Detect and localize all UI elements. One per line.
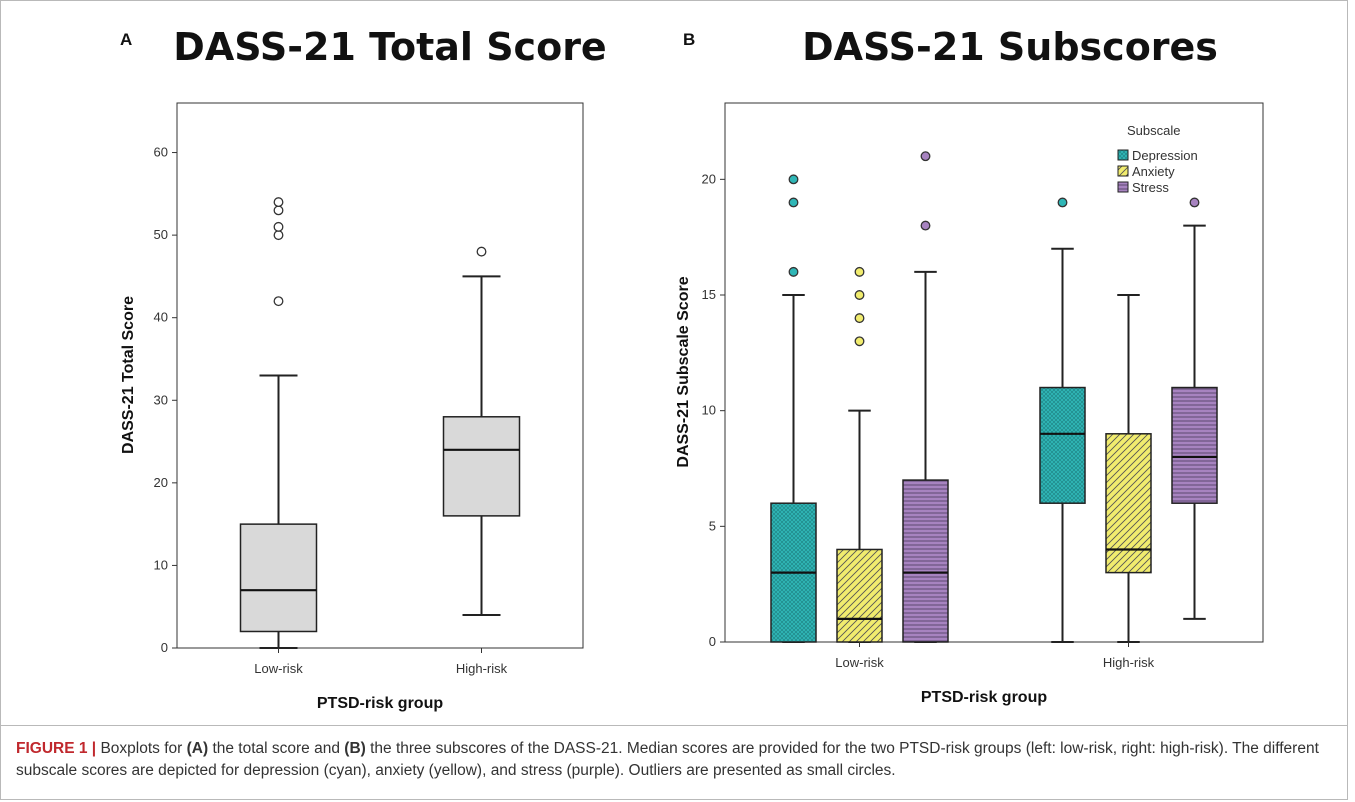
plot-b-high-risk-x-tick-label: High-risk [1103,655,1155,670]
legend-swatch-anxiety [1117,165,1129,177]
legend-swatch-depression [1117,149,1129,161]
panel-a-letter: A [120,30,132,49]
plot-a-y-tick-label: 0 [161,640,168,655]
legend-label-anxiety: Anxiety [1132,164,1175,179]
plot-b-depression-low-risk-outlier-2 [788,174,799,185]
plot-a-low-risk-x-tick-label: Low-risk [254,661,303,676]
plot-a-x-axis-label: PTSD-risk group [317,695,443,712]
caption-figure-label: FIGURE 1 | [16,740,97,757]
plot-a: 0 10 20 30 40 50 60 Low-risk High-risk [154,145,521,676]
plot-b-stress-low-risk-box [902,479,949,643]
caption-bold-b: (B) [344,740,366,757]
plot-b-y-axis-label: DASS-21 Subscale Score [675,276,692,467]
figure: A DASS-21 Total Score B DASS-21 Subscore… [120,25,1264,712]
caption-bold-a: (A) [186,740,209,757]
plot-a-low-risk-outlier-1 [273,230,284,241]
plot-a-y-axis-label: DASS-21 Total Score [120,296,137,454]
plot-b-stress-low-risk-outlier-0 [920,220,931,231]
plot-a-y-tick-label: 10 [154,557,168,572]
plot-b: 0 5 10 15 20 Low-risk High-risk [702,151,1218,670]
plot-b-y-tick-label: 15 [702,287,716,302]
caption-text-2: the total score and [208,740,345,757]
plot-b-y-tick-label: 20 [702,171,716,186]
caption-divider [0,725,1348,726]
plot-a-low-risk-outlier-0 [273,296,284,307]
plot-b-y-tick-label: 10 [702,403,716,418]
plot-a-low-risk-outlier-2 [273,221,284,232]
caption-text-1: Boxplots for [96,740,187,757]
plot-b-anxiety-low-risk-outlier-3 [854,266,865,277]
legend-label-stress: Stress [1132,180,1169,195]
plot-b-anxiety-low-risk-outlier-0 [854,336,865,347]
plot-b-anxiety-low-risk-box [836,548,883,643]
plot-a-high-risk-x-tick-label: High-risk [456,661,508,676]
legend-swatch-stress [1117,181,1129,193]
plot-b-stress-low-risk-outlier-1 [920,151,931,162]
legend-title: Subscale [1127,123,1180,138]
panel-b-title: DASS-21 Subscores [802,25,1218,69]
plot-a-high-risk-outlier-0 [476,246,487,257]
panel-a-title: DASS-21 Total Score [173,25,606,69]
plot-b-y-tick-label: 0 [709,634,716,649]
plot-a-low-risk-box [239,523,318,633]
plot-b-anxiety-high-risk-box [1105,433,1152,574]
plot-a-area [176,102,584,649]
panel-b-letter: B [683,30,695,49]
plot-b-anxiety-low-risk-outlier-2 [854,290,865,300]
plot-b-depression-high-risk-outlier-0 [1057,197,1068,208]
plot-b-x-axis-label: PTSD-risk group [921,689,1047,706]
plot-b-depression-low-risk-outlier-0 [788,266,799,277]
plot-a-y-tick-label: 40 [154,310,168,325]
plot-a-high-risk-box [442,416,521,517]
plot-a-y-tick-label: 50 [154,227,168,242]
plot-b-low-risk-x-tick-label: Low-risk [835,655,884,670]
plot-a-low-risk-outlier-3 [273,205,284,216]
plot-a-y-tick-label: 30 [154,392,168,407]
plot-b-anxiety-low-risk-outlier-1 [854,313,865,324]
plot-b-stress-high-risk-outlier-0 [1189,197,1200,208]
plot-b-stress-high-risk-box [1171,386,1218,504]
figure-caption: FIGURE 1 | Boxplots for (A) the total sc… [0,725,1348,782]
plot-b-depression-high-risk-box [1039,386,1086,504]
plot-b-y-tick-label: 5 [709,518,716,533]
plot-b-depression-low-risk-outlier-1 [788,197,799,208]
plot-a-y-tick-label: 60 [154,145,168,160]
plot-b-legend: Subscale Depression Anxiety Stress [1117,123,1198,195]
plot-a-low-risk-outlier-4 [273,197,284,208]
plot-a-y-tick-label: 20 [154,475,168,490]
caption-text-3: the three subscores of the DASS-21. Medi… [16,740,1319,779]
legend-label-depression: Depression [1132,148,1198,163]
